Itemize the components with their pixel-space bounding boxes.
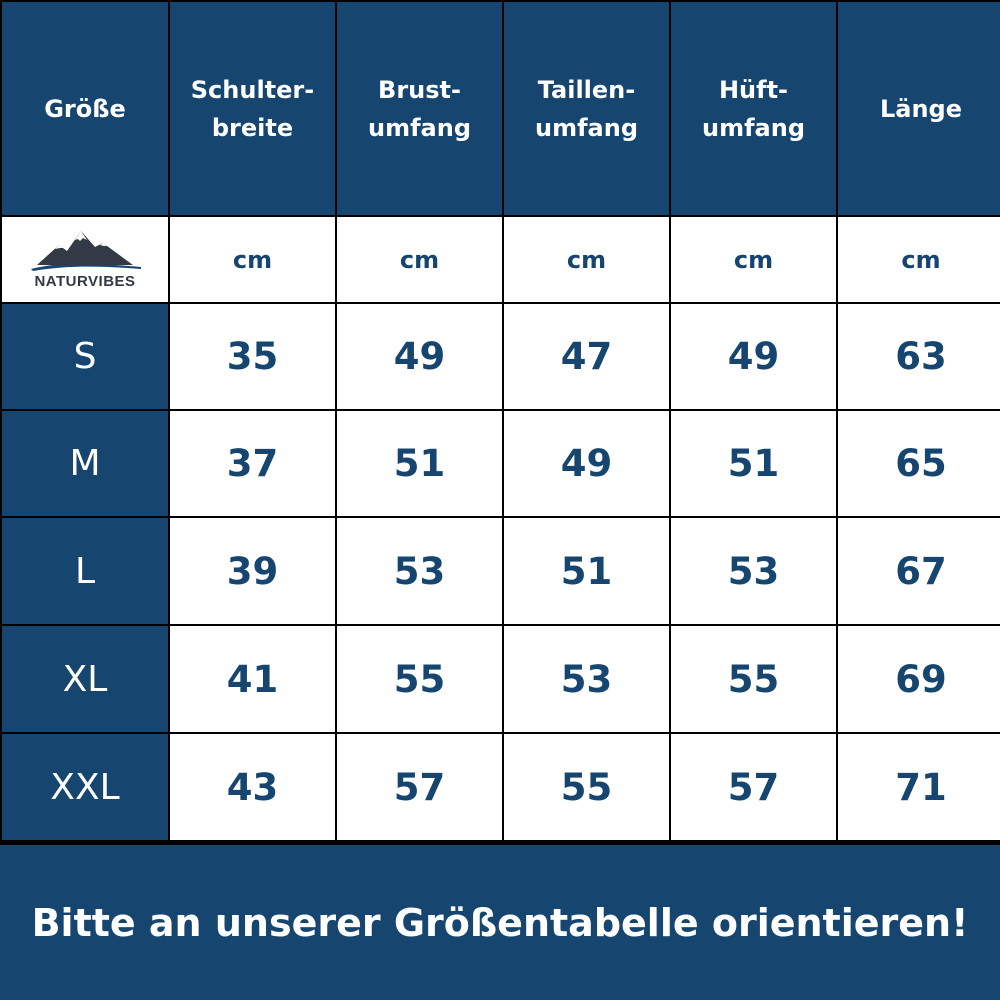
table-cell: 41 xyxy=(170,626,335,732)
header-waist: Taillen- umfang xyxy=(504,2,669,215)
header-chest: Brust- umfang xyxy=(337,2,502,215)
table-cell: 55 xyxy=(337,626,502,732)
table-cell: 55 xyxy=(671,626,836,732)
size-table: Größe Schulter- breite Brust- umfang Tai… xyxy=(0,0,1000,845)
table-cell: 53 xyxy=(504,626,669,732)
table-cell: 49 xyxy=(337,304,502,409)
unit-cell: cm xyxy=(671,217,836,302)
table-cell: 55 xyxy=(504,734,669,840)
header-shoulder-width: Schulter- breite xyxy=(170,2,335,215)
table-cell: 71 xyxy=(838,734,1000,840)
size-label: XXL xyxy=(2,734,168,840)
brand-logo: NATURVIBES xyxy=(2,217,168,302)
size-label: XL xyxy=(2,626,168,732)
unit-cell: cm xyxy=(337,217,502,302)
size-label: S xyxy=(2,304,168,409)
table-cell: 63 xyxy=(838,304,1000,409)
table-cell: 69 xyxy=(838,626,1000,732)
header-length: Länge xyxy=(838,2,1000,215)
table-cell: 39 xyxy=(170,518,335,624)
size-label: M xyxy=(2,411,168,516)
size-label: L xyxy=(2,518,168,624)
table-cell: 51 xyxy=(337,411,502,516)
unit-cell: cm xyxy=(504,217,669,302)
table-cell: 37 xyxy=(170,411,335,516)
table-cell: 53 xyxy=(671,518,836,624)
table-cell: 53 xyxy=(337,518,502,624)
footer-text: Bitte an unserer Größentabelle orientier… xyxy=(31,900,969,945)
table-cell: 43 xyxy=(170,734,335,840)
unit-cell: cm xyxy=(838,217,1000,302)
header-hip: Hüft- umfang xyxy=(671,2,836,215)
table-cell: 47 xyxy=(504,304,669,409)
brand-name: NATURVIBES xyxy=(34,273,136,290)
table-cell: 57 xyxy=(337,734,502,840)
table-cell: 57 xyxy=(671,734,836,840)
header-size: Größe xyxy=(2,2,168,215)
footer-banner: Bitte an unserer Größentabelle orientier… xyxy=(0,845,1000,1000)
table-cell: 67 xyxy=(838,518,1000,624)
table-cell: 51 xyxy=(671,411,836,516)
table-cell: 49 xyxy=(671,304,836,409)
table-cell: 65 xyxy=(838,411,1000,516)
table-cell: 49 xyxy=(504,411,669,516)
mountain-icon xyxy=(31,231,141,271)
table-cell: 51 xyxy=(504,518,669,624)
table-cell: 35 xyxy=(170,304,335,409)
unit-cell: cm xyxy=(170,217,335,302)
